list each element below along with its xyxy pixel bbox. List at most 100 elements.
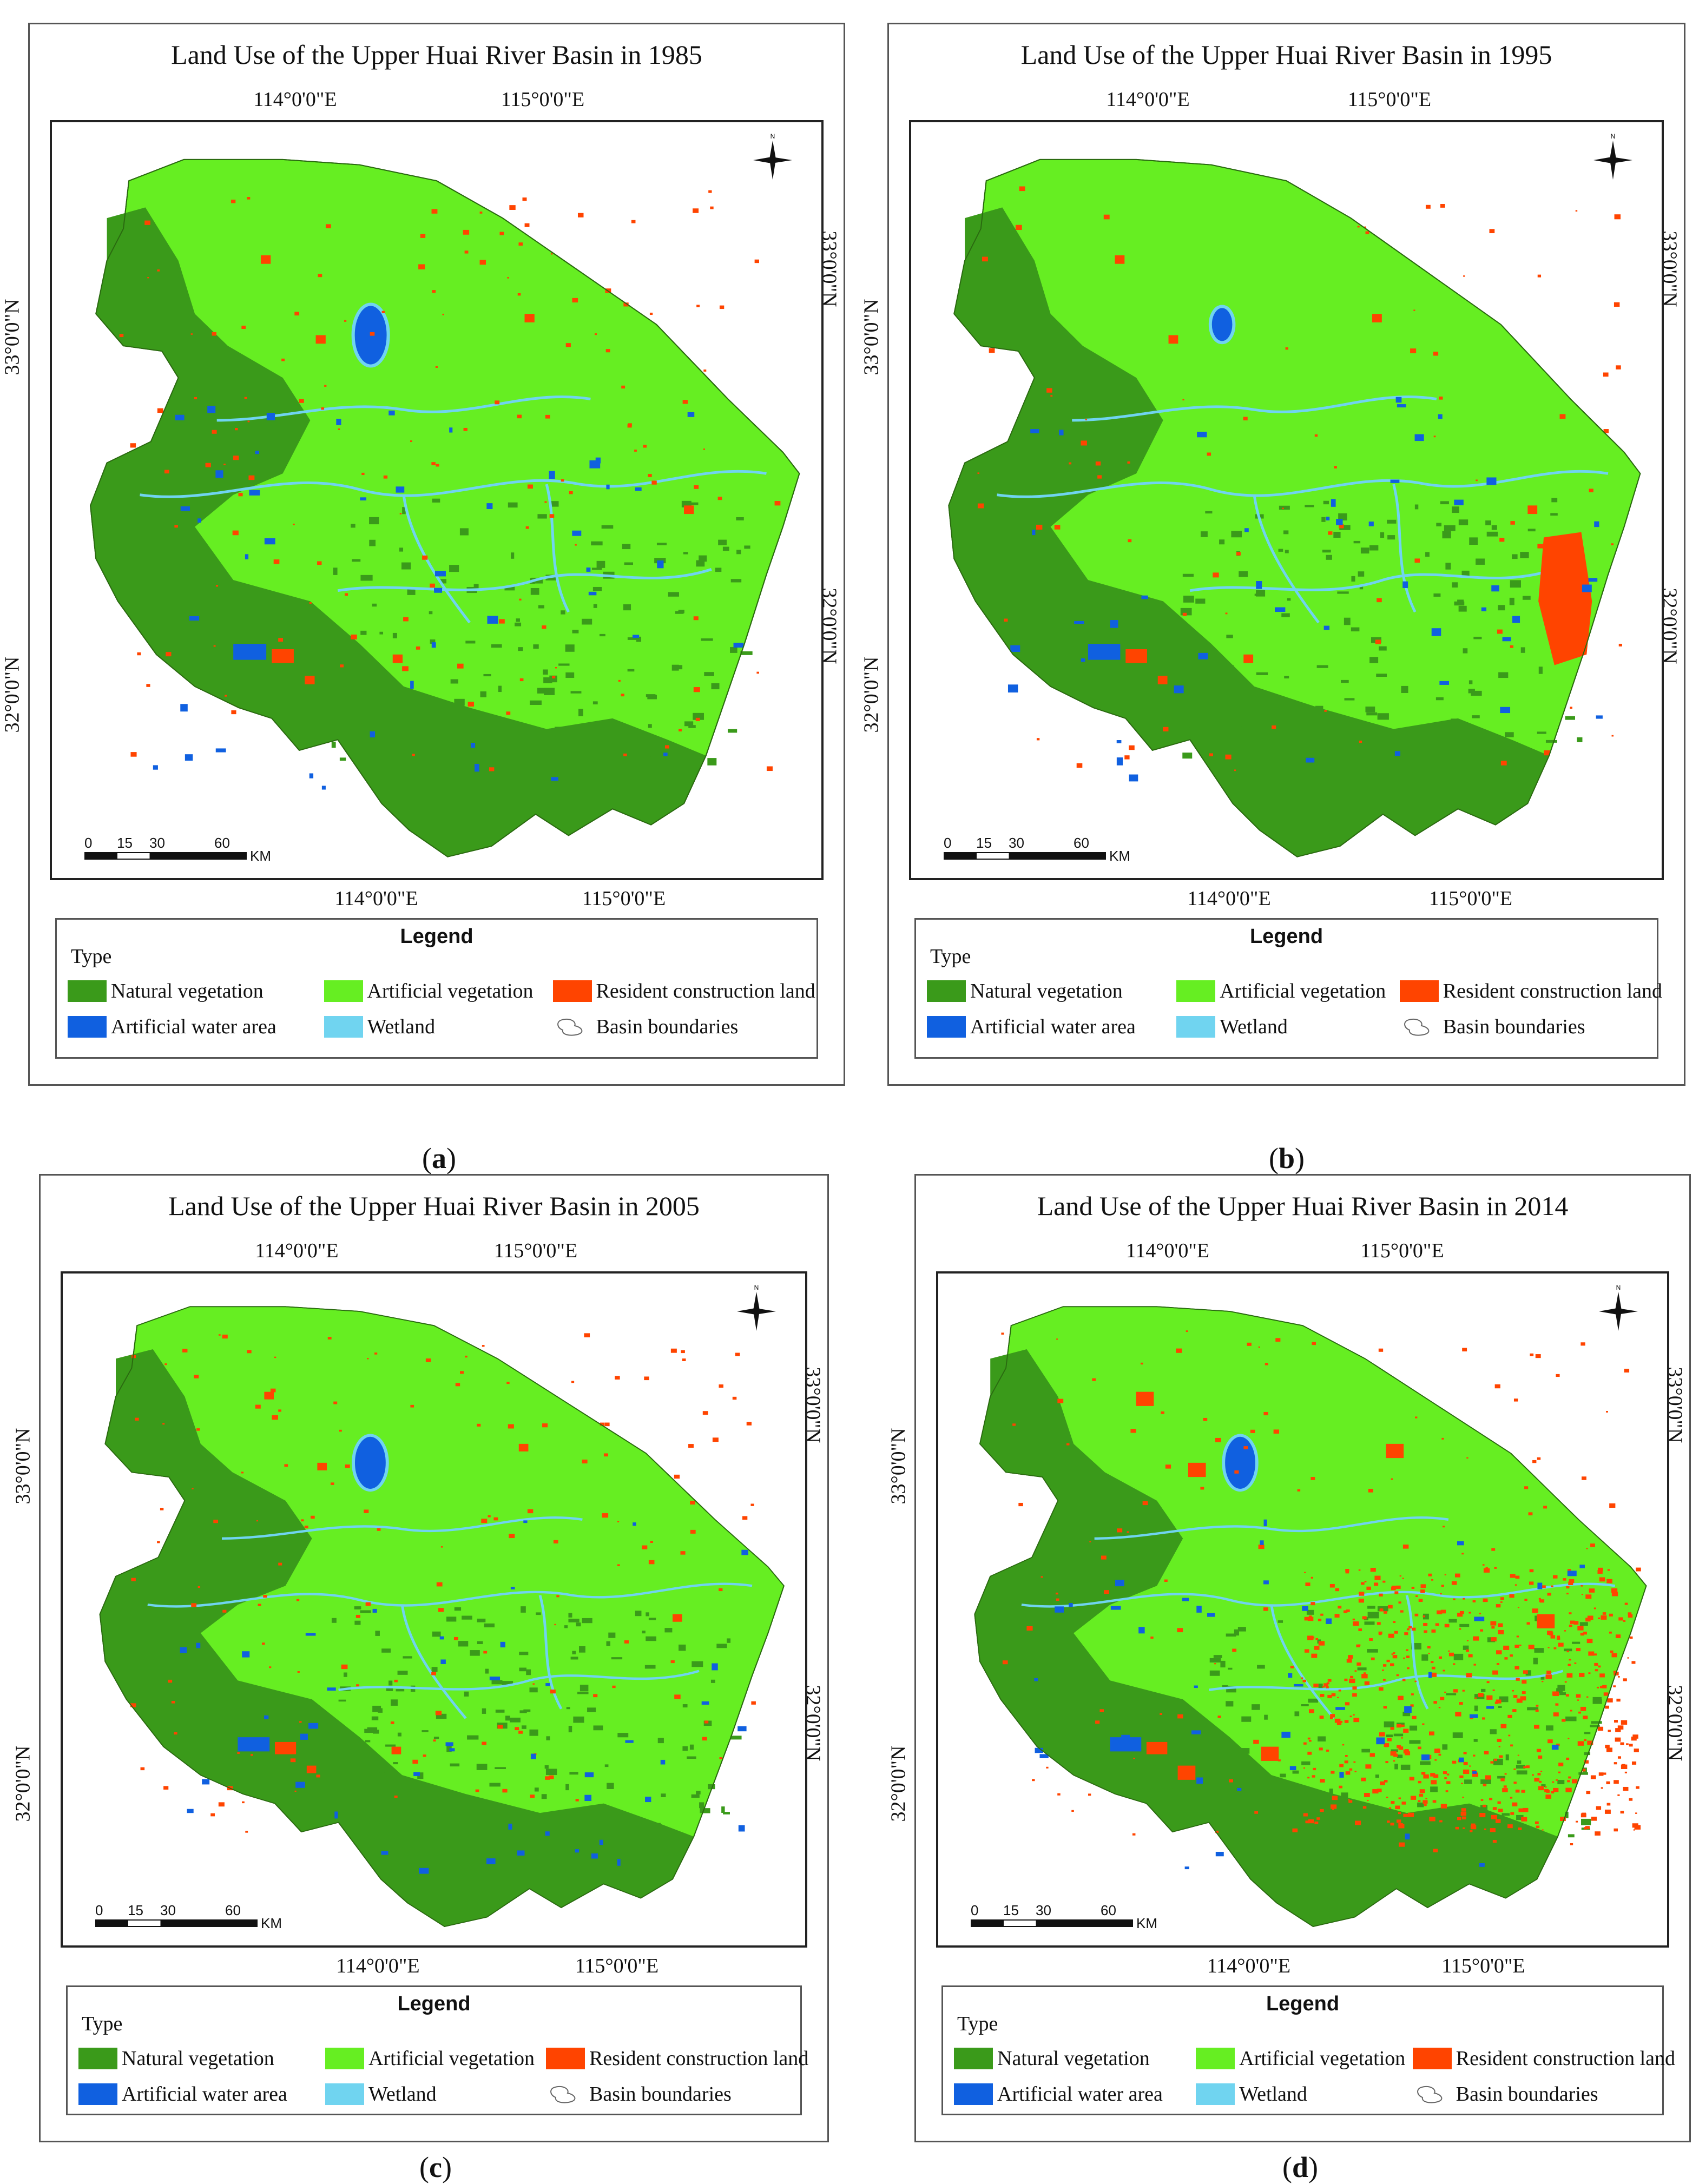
boundary-outline-icon	[1417, 2086, 1443, 2103]
map-title: Land Use of the Upper Huai River Basin i…	[1020, 39, 1552, 70]
scale-bar-graphic	[971, 1919, 1133, 1927]
legend-swatch	[68, 980, 107, 1002]
legend-label: Artificial water area	[122, 2083, 287, 2106]
legend-item: Artificial water area	[954, 2082, 1163, 2106]
scale-label: 0	[95, 1902, 103, 1918]
legend-label: Artificial water area	[111, 1015, 276, 1038]
scale-bar: 0 15 30 60 KM	[944, 835, 1138, 867]
legend-label: Artificial vegetation	[367, 980, 534, 1002]
legend-swatch	[78, 2048, 117, 2069]
legend-title: Legend	[1266, 1992, 1340, 2015]
legend-type-label: Type	[957, 2013, 998, 2035]
legend-title: Legend	[1249, 925, 1323, 948]
legend-swatch	[68, 1016, 107, 1038]
legend-swatch	[78, 2083, 117, 2105]
svg-text:N: N	[1611, 133, 1616, 140]
scale-label: 15	[1003, 1902, 1019, 1918]
legend-swatch	[1399, 980, 1439, 1002]
legend-swatch	[324, 1016, 363, 1038]
legend-label: Natural vegetation	[122, 2047, 274, 2070]
lon-tick-top: 115°0'0"E	[1347, 88, 1432, 111]
legend-item: Resident construction land	[546, 2047, 808, 2070]
legend-swatch	[1196, 2048, 1235, 2069]
scale-label: 30	[160, 1902, 176, 1918]
lon-tick-bottom: 114°0'0"E	[334, 887, 418, 910]
legend-item: Artificial vegetation	[1176, 979, 1386, 1003]
lon-tick-top: 114°0'0"E	[253, 88, 337, 111]
lon-tick-top: 114°0'0"E	[255, 1239, 339, 1262]
legend-item: Artificial vegetation	[1196, 2047, 1405, 2070]
legend-item: Resident construction land	[552, 979, 815, 1003]
lon-tick-bottom: 114°0'0"E	[1207, 1955, 1291, 1977]
legend-item: Wetland	[324, 1015, 436, 1039]
panel-caption: (b)	[1269, 1142, 1305, 1175]
legend-item: Wetland	[1176, 1015, 1288, 1039]
map-panel-c: Land Use of the Upper Huai River Basin i…	[12, 1174, 829, 2183]
legend-swatch	[325, 2083, 364, 2105]
legend-item: Artificial water area	[927, 1015, 1136, 1039]
legend-swatch	[1176, 980, 1216, 1002]
legend-type-label: Type	[82, 2013, 123, 2035]
legend-swatch	[325, 2048, 364, 2069]
scale-unit: KM	[1136, 1915, 1157, 1931]
scale-label: 60	[225, 1902, 241, 1918]
lat-tick-left: 32°0'0"N	[860, 656, 883, 733]
legend-item: Artificial water area	[78, 2082, 287, 2106]
lon-tick-bottom: 115°0'0"E	[1441, 1955, 1525, 1977]
legend-label: Wetland	[1239, 2083, 1307, 2106]
lat-tick-left: 33°0'0"N	[860, 299, 883, 375]
scale-unit: KM	[261, 1915, 282, 1931]
lon-tick-top: 114°0'0"E	[1106, 88, 1190, 111]
scale-bar: 0 15 30 60 KM	[95, 1902, 290, 1935]
north-arrow-icon: N	[1593, 133, 1632, 180]
scale-label: 30	[1036, 1902, 1051, 1918]
legend-box: Legend Type Natural vegetation Artificial…	[66, 1985, 808, 2115]
legend-label: Wetland	[1220, 1015, 1288, 1038]
legend-label: Basin boundaries	[1443, 1015, 1585, 1038]
legend-item: Natural vegetation	[927, 979, 1123, 1003]
legend-item: Basin boundaries	[546, 2082, 732, 2106]
svg-text:N: N	[754, 1284, 759, 1291]
legend-item: Artificial water area	[68, 1015, 276, 1039]
legend-item: Natural vegetation	[954, 2047, 1150, 2070]
legend-type-label: Type	[71, 945, 112, 968]
scale-unit: KM	[1109, 848, 1130, 864]
boundary-outline-icon	[1404, 1018, 1430, 1036]
lat-tick-left: 32°0'0"N	[11, 1745, 35, 1822]
lat-tick-left: 32°0'0"N	[1, 656, 24, 733]
legend-swatch	[954, 2048, 993, 2069]
legend-item: Natural vegetation	[68, 979, 264, 1003]
north-arrow-icon: N	[753, 133, 792, 180]
legend-label: Artificial water area	[970, 1015, 1136, 1038]
scale-bar: 0 15 30 60 KM	[971, 1902, 1165, 1935]
scale-label: 0	[971, 1902, 979, 1918]
lon-tick-top: 115°0'0"E	[1360, 1239, 1444, 1262]
scale-bar-graphic	[84, 852, 247, 860]
basin-map	[90, 159, 800, 857]
scale-label: 15	[128, 1902, 143, 1918]
panel-caption: (d)	[1282, 2151, 1319, 2183]
legend-label: Wetland	[367, 1015, 436, 1038]
legend-item: Artificial vegetation	[324, 979, 534, 1003]
legend-swatch	[324, 980, 363, 1002]
svg-text:N: N	[1616, 1284, 1621, 1291]
lon-tick-bottom: 114°0'0"E	[1187, 887, 1271, 910]
lon-tick-top: 115°0'0"E	[501, 88, 585, 111]
svg-text:N: N	[771, 133, 775, 140]
map-area: N 0 15 30 60 KM	[909, 120, 1664, 880]
panel-caption: (c)	[419, 2151, 452, 2183]
scale-bar-graphic	[944, 852, 1106, 860]
map-title: Land Use of the Upper Huai River Basin i…	[168, 1191, 700, 1221]
legend-swatch	[927, 980, 966, 1002]
map-title: Land Use of the Upper Huai River Basin i…	[171, 39, 702, 70]
legend-swatch	[546, 2048, 585, 2069]
legend-label: Basin boundaries	[596, 1015, 739, 1038]
legend-label: Resident construction land	[596, 980, 815, 1002]
legend-label: Natural vegetation	[997, 2047, 1150, 2070]
lon-tick-bottom: 115°0'0"E	[1428, 887, 1513, 910]
legend-label: Artificial vegetation	[1220, 980, 1386, 1002]
legend-box: Legend Type Natural vegetation Artificial…	[941, 1985, 1675, 2115]
legend-label: Basin boundaries	[1456, 2083, 1598, 2106]
lat-tick-left: 33°0'0"N	[11, 1428, 35, 1504]
panel-caption: (a)	[422, 1142, 456, 1175]
